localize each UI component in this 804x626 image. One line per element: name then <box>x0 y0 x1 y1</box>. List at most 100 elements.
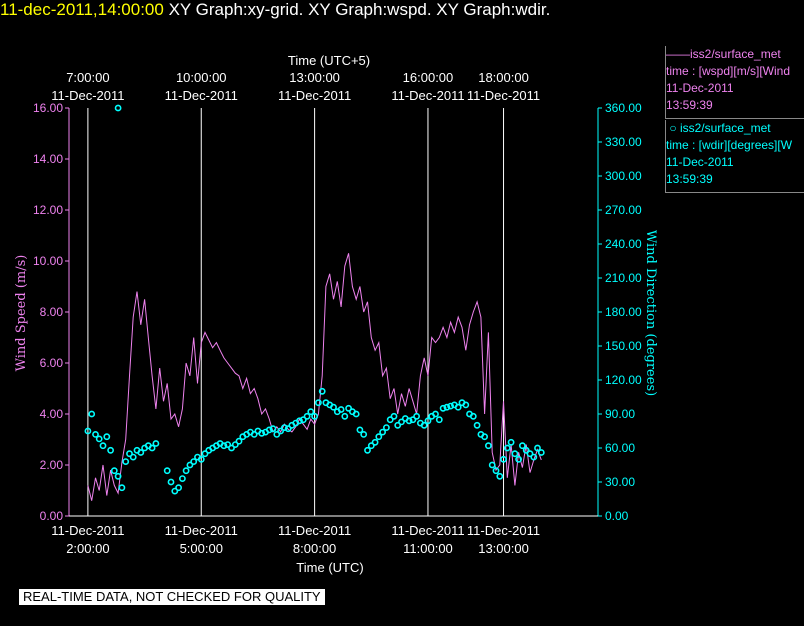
wind-direction-point <box>394 421 402 429</box>
grid-lines <box>87 108 505 516</box>
wind-direction-point <box>265 426 273 434</box>
right-tick-label: 240.00 <box>605 237 642 251</box>
top-tick-time: 10:00:00 <box>176 70 227 85</box>
wind-direction-point <box>201 450 209 458</box>
wind-direction-point <box>481 433 488 441</box>
header-graph-titles: XY Graph:xy-grid. XY Graph:wspd. XY Grap… <box>168 0 551 19</box>
bottom-tick-date: 11-Dec-2011 <box>51 523 124 538</box>
wind-direction-point <box>95 435 103 443</box>
wind-direction-point <box>386 416 394 424</box>
wind-direction-point <box>88 410 96 418</box>
wind-direction-point <box>424 417 432 425</box>
wind-direction-point <box>398 418 405 426</box>
axis-ticks: 0.00 2.00 4.00 6.00 8.00 10.00 12.00 14.00 16.00… <box>33 70 642 556</box>
wind-direction-point <box>454 403 462 411</box>
wind-direction-point <box>375 433 383 441</box>
wind-direction-point <box>530 453 538 461</box>
legend-circle-marker: ○ <box>669 121 677 135</box>
wind-direction-point <box>84 427 92 435</box>
wind-direction-point <box>220 442 228 450</box>
quality-disclaimer: REAL-TIME DATA, NOT CHECKED FOR QUALITY <box>19 589 325 605</box>
wind-direction-point <box>110 467 118 475</box>
right-tick-label: 360.00 <box>605 101 642 115</box>
left-tick-label: 8.00 <box>40 305 64 319</box>
wind-direction-point <box>337 406 345 413</box>
wind-direction-point <box>537 449 545 456</box>
wind-direction-point <box>273 430 281 438</box>
bottom-tick-date: 11-Dec-2011 <box>165 523 238 538</box>
wind-direction-point <box>296 417 303 425</box>
wind-direction-point <box>269 425 277 433</box>
legend-line-marker: —— <box>666 47 690 61</box>
left-tick-label: 6.00 <box>40 356 64 370</box>
wind-direction-point <box>250 430 258 438</box>
wind-direction-point <box>178 475 186 482</box>
wind-direction-point <box>182 467 190 475</box>
wind-direction-point <box>311 412 318 420</box>
wind-speed-line <box>87 253 542 501</box>
right-tick-label: 330.00 <box>605 135 642 149</box>
wind-direction-point <box>534 444 541 452</box>
wind-direction-point <box>526 450 534 458</box>
wind-direction-point <box>405 417 413 425</box>
wind-direction-point <box>148 444 156 452</box>
wind-direction-point <box>503 444 511 452</box>
top-tick-time: 13:00:00 <box>289 70 340 85</box>
wind-direction-point <box>511 450 519 458</box>
top-tick-date: 11-Dec-2011 <box>278 88 351 103</box>
wind-direction-point <box>390 412 398 420</box>
wind-direction-point <box>129 453 137 461</box>
left-tick-label: 14.00 <box>33 152 63 166</box>
right-tick-label: 90.00 <box>605 407 635 421</box>
right-tick-label: 180.00 <box>605 305 642 319</box>
wind-direction-point <box>167 478 175 486</box>
wind-direction-point <box>303 412 311 420</box>
wind-direction-point <box>103 433 111 441</box>
wind-direction-point <box>175 484 182 492</box>
wind-direction-point <box>496 472 504 480</box>
wind-direction-point <box>435 416 443 424</box>
wind-direction-point <box>299 416 307 424</box>
wind-direction-point <box>197 455 205 463</box>
top-tick-time: 18:00:00 <box>478 70 529 85</box>
top-tick-date: 11-Dec-2011 <box>165 88 238 103</box>
wind-direction-point <box>488 461 496 469</box>
wind-direction-point <box>107 446 114 454</box>
right-tick-label: 120.00 <box>605 373 642 387</box>
wind-direction-point <box>137 449 145 456</box>
right-tick-label: 270.00 <box>605 203 642 217</box>
wind-direction-point <box>235 437 243 445</box>
left-tick-label: 16.00 <box>33 101 63 115</box>
wind-direction-point <box>432 410 439 418</box>
wind-direction-point <box>364 446 371 454</box>
header-timestamp: 11-dec-2011,14:00:00 <box>0 0 164 19</box>
wind-direction-point <box>114 472 122 480</box>
left-tick-label: 2.00 <box>40 458 64 472</box>
top-tick-time: 16:00:00 <box>403 70 454 85</box>
legend-wind-direction[interactable]: ○ iss2/surface_met time : [wdir][degrees… <box>665 120 804 193</box>
wind-direction-point <box>190 458 198 465</box>
bottom-tick-date: 11-Dec-2011 <box>278 523 351 538</box>
wind-direction-point <box>367 442 375 450</box>
wind-direction-point <box>330 403 337 411</box>
wind-direction-point <box>186 461 194 469</box>
bottom-tick-time: 13:00:00 <box>478 541 529 556</box>
top-axis-title: Time (UTC+5) <box>288 53 370 68</box>
bottom-tick-time: 8:00:00 <box>293 541 336 556</box>
right-tick-label: 30.00 <box>605 475 635 489</box>
wind-direction-point <box>439 404 447 412</box>
wind-direction-point <box>224 441 232 448</box>
wind-direction-point <box>507 438 515 446</box>
wind-direction-point <box>318 387 326 395</box>
bottom-tick-date: 11-Dec-2011 <box>391 523 464 538</box>
top-tick-date: 11-Dec-2011 <box>467 88 540 103</box>
wind-direction-point <box>462 401 470 409</box>
wind-direction-point <box>118 484 126 492</box>
wind-direction-point <box>484 442 492 450</box>
legend-wind-speed[interactable]: ——iss2/surface_met time : [wspd][m/s][Wi… <box>665 46 804 119</box>
wind-direction-point <box>307 408 315 416</box>
wind-direction-series <box>84 104 545 495</box>
bottom-axis-title: Time (UTC) <box>296 560 363 575</box>
left-tick-label: 12.00 <box>33 203 63 217</box>
